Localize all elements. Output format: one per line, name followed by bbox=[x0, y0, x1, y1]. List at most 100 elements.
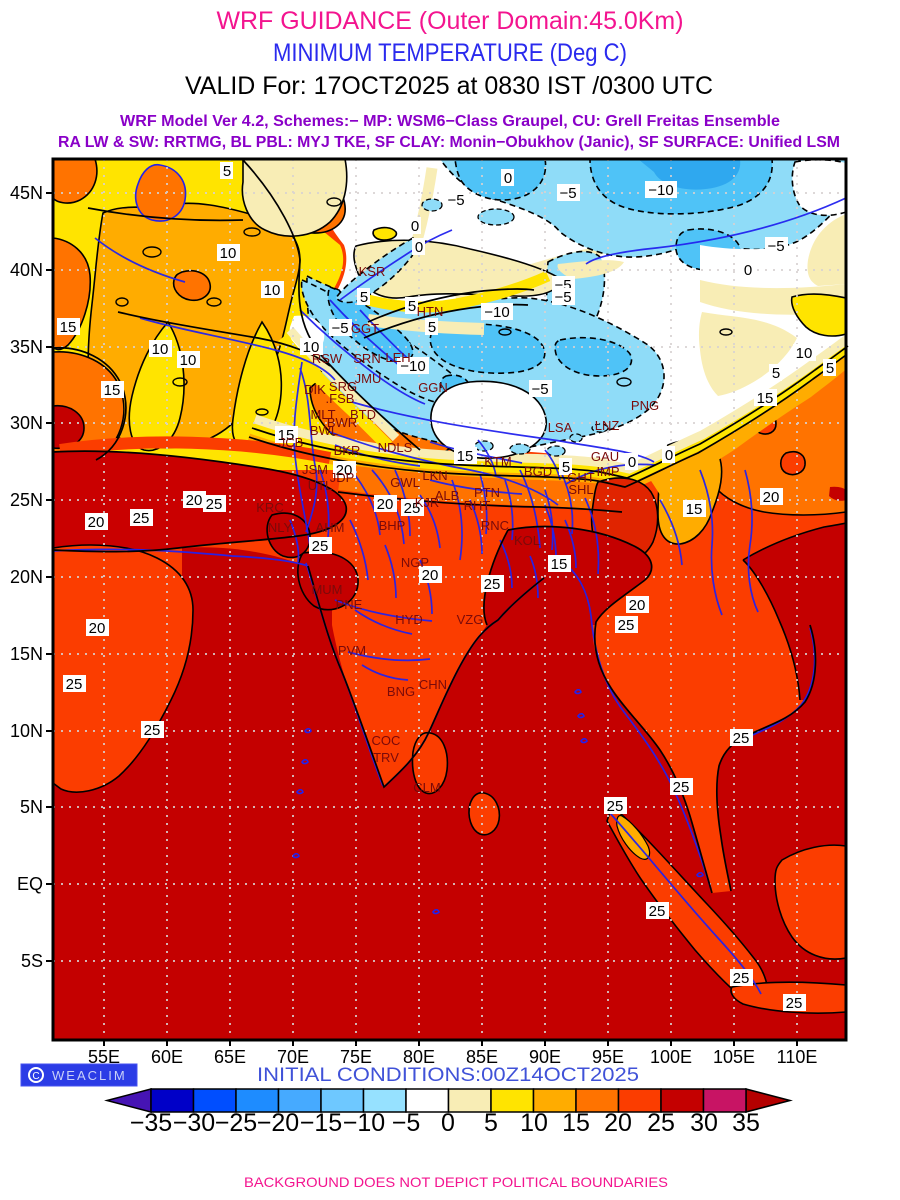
svg-text:0: 0 bbox=[411, 218, 419, 235]
svg-text:KOL: KOL bbox=[514, 533, 540, 548]
svg-text:C: C bbox=[32, 1071, 39, 1082]
svg-text:−35: −35 bbox=[130, 1109, 172, 1137]
svg-text:BNG: BNG bbox=[387, 684, 415, 699]
svg-text:MINIMUM TEMPERATURE (Deg C): MINIMUM TEMPERATURE (Deg C) bbox=[273, 39, 627, 67]
svg-text:110E: 110E bbox=[777, 1047, 818, 1067]
svg-text:HTN: HTN bbox=[417, 304, 444, 319]
svg-text:TRV: TRV bbox=[373, 750, 399, 765]
svg-text:100E: 100E bbox=[650, 1047, 692, 1067]
svg-text:95E: 95E bbox=[592, 1047, 624, 1067]
svg-text:5: 5 bbox=[428, 319, 436, 336]
svg-text:GGT: GGT bbox=[351, 321, 379, 336]
svg-text:VALID For: 17OCT2025 at 0830 I: VALID For: 17OCT2025 at 0830 IST /0300 U… bbox=[185, 72, 713, 100]
svg-text:−5: −5 bbox=[767, 238, 784, 255]
svg-text:5N: 5N bbox=[20, 797, 43, 817]
svg-text:25: 25 bbox=[133, 510, 150, 527]
svg-text:WRF Model Ver 4.2, Schemes:− M: WRF Model Ver 4.2, Schemes:− MP: WSM6−Cl… bbox=[120, 113, 780, 130]
svg-text:LNZ: LNZ bbox=[595, 418, 620, 433]
svg-text:15: 15 bbox=[757, 390, 774, 407]
svg-text:GHT: GHT bbox=[567, 470, 595, 485]
svg-text:20: 20 bbox=[186, 492, 203, 509]
svg-text:20: 20 bbox=[88, 514, 105, 531]
svg-text:PNG: PNG bbox=[631, 398, 659, 413]
svg-text:KJR: KJR bbox=[415, 495, 440, 510]
svg-text:COC: COC bbox=[372, 733, 401, 748]
svg-text:0: 0 bbox=[744, 262, 752, 279]
svg-text:30: 30 bbox=[690, 1109, 718, 1137]
svg-text:10: 10 bbox=[220, 245, 237, 262]
svg-text:BKR: BKR bbox=[334, 443, 361, 458]
svg-text:20: 20 bbox=[89, 620, 106, 637]
svg-text:RNC: RNC bbox=[481, 518, 509, 533]
svg-text:20: 20 bbox=[377, 496, 394, 513]
svg-text:BGD: BGD bbox=[524, 464, 552, 479]
svg-text:15: 15 bbox=[562, 1109, 590, 1137]
svg-text:−5: −5 bbox=[554, 289, 571, 306]
svg-text:10: 10 bbox=[796, 345, 813, 362]
svg-text:10: 10 bbox=[303, 339, 320, 356]
svg-text:MUM: MUM bbox=[311, 582, 342, 597]
svg-text:PVM: PVM bbox=[338, 643, 366, 658]
svg-text:−10: −10 bbox=[484, 304, 509, 321]
svg-text:25: 25 bbox=[733, 730, 750, 747]
svg-text:NLY: NLY bbox=[268, 520, 293, 535]
svg-text:35: 35 bbox=[732, 1109, 760, 1137]
svg-text:ALB: ALB bbox=[435, 488, 460, 503]
svg-text:UTL: UTL bbox=[308, 478, 333, 493]
svg-text:−5: −5 bbox=[447, 192, 464, 209]
svg-text:−20: −20 bbox=[257, 1109, 299, 1137]
svg-text:RA LW & SW: RRTMG, BL PBL: MYJ: RA LW & SW: RRTMG, BL PBL: MYJ TKE, SF C… bbox=[58, 134, 840, 151]
svg-text:80E: 80E bbox=[403, 1047, 435, 1067]
svg-text:−10: −10 bbox=[648, 182, 673, 199]
svg-text:15: 15 bbox=[278, 427, 295, 444]
svg-text:RHT: RHT bbox=[464, 498, 491, 513]
svg-text:0: 0 bbox=[415, 239, 423, 256]
svg-text:10: 10 bbox=[264, 282, 281, 299]
svg-text:75E: 75E bbox=[340, 1047, 372, 1067]
svg-text:25: 25 bbox=[673, 779, 690, 796]
svg-text:25: 25 bbox=[484, 576, 501, 593]
svg-text:IMP: IMP bbox=[596, 464, 619, 479]
svg-text:5: 5 bbox=[408, 298, 416, 315]
svg-text:AHM: AHM bbox=[316, 520, 345, 535]
svg-text:PTN: PTN bbox=[474, 485, 500, 500]
svg-text:5: 5 bbox=[826, 360, 834, 377]
svg-text:55E: 55E bbox=[88, 1047, 120, 1067]
svg-text:−10: −10 bbox=[343, 1109, 385, 1137]
svg-text:SRN: SRN bbox=[353, 351, 380, 366]
svg-text:GGN: GGN bbox=[418, 380, 448, 395]
svg-text:25: 25 bbox=[206, 496, 223, 513]
svg-text:GWL: GWL bbox=[390, 475, 420, 490]
svg-text:25: 25 bbox=[607, 798, 624, 815]
svg-text:HYD: HYD bbox=[395, 612, 422, 627]
svg-text:INITIAL CONDITIONS:00Z14OCT202: INITIAL CONDITIONS:00Z14OCT2025 bbox=[257, 1065, 639, 1086]
svg-text:25: 25 bbox=[786, 995, 803, 1012]
svg-text:5: 5 bbox=[772, 365, 780, 382]
svg-text:30N: 30N bbox=[10, 413, 43, 433]
svg-text:0: 0 bbox=[628, 454, 636, 471]
svg-text:10: 10 bbox=[152, 341, 169, 358]
svg-text:15: 15 bbox=[551, 556, 568, 573]
svg-text:25N: 25N bbox=[10, 490, 43, 510]
svg-text:SRG: SRG bbox=[329, 379, 357, 394]
svg-text:90E: 90E bbox=[529, 1047, 561, 1067]
svg-text:KRC: KRC bbox=[256, 500, 283, 515]
svg-text:60E: 60E bbox=[151, 1047, 183, 1067]
svg-text:5: 5 bbox=[484, 1109, 498, 1137]
svg-text:BWL: BWL bbox=[310, 423, 338, 438]
svg-text:5: 5 bbox=[223, 163, 231, 180]
svg-text:BHP: BHP bbox=[379, 518, 406, 533]
svg-text:15: 15 bbox=[104, 382, 121, 399]
svg-text:5S: 5S bbox=[21, 951, 43, 971]
svg-text:JCB: JCB bbox=[279, 435, 304, 450]
svg-text:70E: 70E bbox=[277, 1047, 309, 1067]
svg-text:CHN: CHN bbox=[419, 677, 447, 692]
svg-text:SHL: SHL bbox=[568, 482, 593, 497]
svg-text:5: 5 bbox=[360, 289, 368, 306]
svg-text:NGP: NGP bbox=[401, 555, 429, 570]
svg-text:5: 5 bbox=[562, 459, 570, 476]
svg-text:JSM: JSM bbox=[302, 462, 328, 477]
svg-text:BACKGROUND DOES NOT DEPICT POL: BACKGROUND DOES NOT DEPICT POLITICAL BOU… bbox=[244, 1174, 668, 1190]
svg-text:0: 0 bbox=[441, 1109, 455, 1137]
svg-text:0: 0 bbox=[504, 170, 512, 187]
